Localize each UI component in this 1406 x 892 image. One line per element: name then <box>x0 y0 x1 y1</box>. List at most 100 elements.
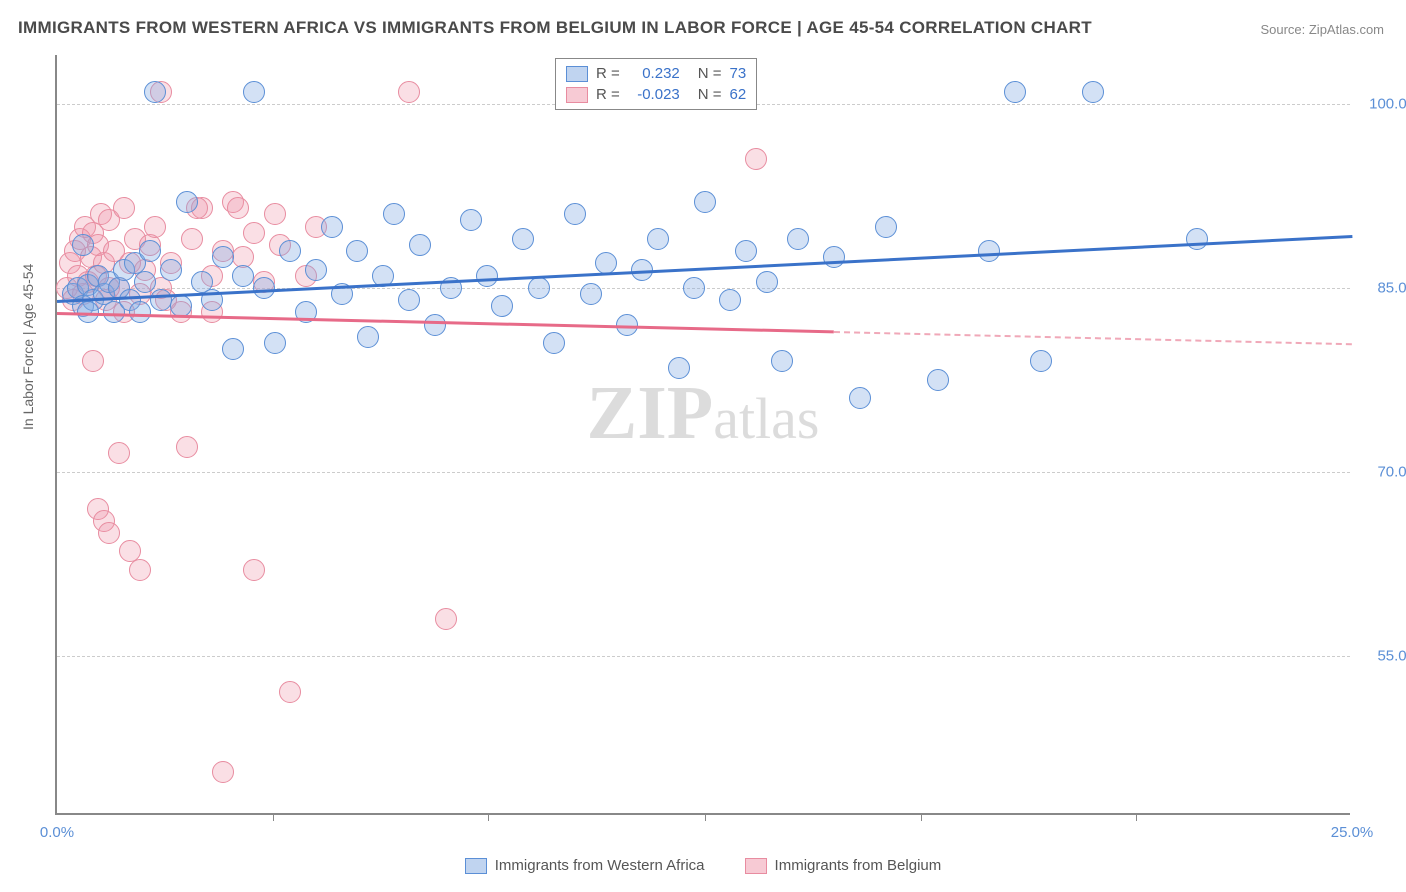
legend-n-value: 62 <box>730 86 747 103</box>
y-tick-label: 85.0% <box>1360 279 1406 296</box>
legend-row: R = 0.232 N = 73 <box>566 63 746 84</box>
data-point <box>243 81 265 103</box>
data-point <box>1004 81 1026 103</box>
data-point <box>346 240 368 262</box>
data-point <box>227 197 249 219</box>
data-point <box>232 265 254 287</box>
data-point <box>98 522 120 544</box>
data-point <box>72 234 94 256</box>
data-point <box>1082 81 1104 103</box>
data-point <box>243 222 265 244</box>
x-tick <box>1136 813 1137 821</box>
data-point <box>181 228 203 250</box>
legend-swatch <box>566 66 588 82</box>
data-point <box>108 442 130 464</box>
data-point <box>978 240 1000 262</box>
correlation-legend: R = 0.232 N = 73 R = -0.023 N = 62 <box>555 58 757 110</box>
data-point <box>543 332 565 354</box>
plot-area: 55.0%70.0%85.0%100.0%0.0%25.0% <box>55 55 1350 815</box>
data-point <box>435 608 457 630</box>
legend-n-label: N = <box>698 65 722 82</box>
data-point <box>243 559 265 581</box>
data-point <box>476 265 498 287</box>
legend-r-label: R = <box>596 65 620 82</box>
legend-swatch <box>465 858 487 874</box>
legend-label: Immigrants from Belgium <box>775 857 942 874</box>
y-tick-label: 55.0% <box>1360 647 1406 664</box>
data-point <box>176 436 198 458</box>
data-point <box>176 191 198 213</box>
data-point <box>82 350 104 372</box>
legend-item: Immigrants from Western Africa <box>465 857 705 874</box>
data-point <box>150 289 172 311</box>
data-point <box>771 350 793 372</box>
data-point <box>409 234 431 256</box>
data-point <box>683 277 705 299</box>
data-point <box>564 203 586 225</box>
trend-line <box>834 331 1352 345</box>
x-tick-label: 0.0% <box>40 824 74 841</box>
x-tick <box>705 813 706 821</box>
data-point <box>264 203 286 225</box>
legend-swatch <box>745 858 767 874</box>
data-point <box>212 246 234 268</box>
data-point <box>279 240 301 262</box>
data-point <box>787 228 809 250</box>
data-point <box>668 357 690 379</box>
data-point <box>694 191 716 213</box>
x-tick <box>273 813 274 821</box>
data-point <box>424 314 446 336</box>
data-point <box>398 81 420 103</box>
data-point <box>129 559 151 581</box>
legend-row: R = -0.023 N = 62 <box>566 84 746 105</box>
legend-label: Immigrants from Western Africa <box>495 857 705 874</box>
data-point <box>160 259 182 281</box>
data-point <box>383 203 405 225</box>
data-point <box>357 326 379 348</box>
series-legend: Immigrants from Western Africa Immigrants… <box>0 857 1406 874</box>
data-point <box>222 338 244 360</box>
y-axis-label: In Labor Force | Age 45-54 <box>20 264 36 430</box>
legend-n-value: 73 <box>730 65 747 82</box>
data-point <box>398 289 420 311</box>
source-attribution: Source: ZipAtlas.com <box>1260 22 1384 37</box>
y-tick-label: 70.0% <box>1360 463 1406 480</box>
data-point <box>144 81 166 103</box>
gridline-h <box>57 656 1350 657</box>
legend-n-label: N = <box>698 86 722 103</box>
data-point <box>113 197 135 219</box>
data-point <box>756 271 778 293</box>
legend-r-label: R = <box>596 86 620 103</box>
data-point <box>1030 350 1052 372</box>
data-point <box>144 216 166 238</box>
legend-r-value: -0.023 <box>628 86 680 103</box>
data-point <box>134 271 156 293</box>
data-point <box>512 228 534 250</box>
data-point <box>823 246 845 268</box>
data-point <box>875 216 897 238</box>
data-point <box>745 148 767 170</box>
data-point <box>321 216 343 238</box>
trend-line <box>57 312 834 333</box>
legend-r-value: 0.232 <box>628 65 680 82</box>
data-point <box>305 259 327 281</box>
data-point <box>849 387 871 409</box>
gridline-h <box>57 472 1350 473</box>
data-point <box>212 761 234 783</box>
data-point <box>735 240 757 262</box>
data-point <box>927 369 949 391</box>
data-point <box>460 209 482 231</box>
x-tick <box>921 813 922 821</box>
data-point <box>647 228 669 250</box>
x-tick-label: 25.0% <box>1331 824 1374 841</box>
data-point <box>279 681 301 703</box>
data-point <box>719 289 741 311</box>
data-point <box>580 283 602 305</box>
data-point <box>129 301 151 323</box>
y-tick-label: 100.0% <box>1360 96 1406 113</box>
legend-swatch <box>566 87 588 103</box>
data-point <box>139 240 161 262</box>
data-point <box>491 295 513 317</box>
data-point <box>253 277 275 299</box>
data-point <box>1186 228 1208 250</box>
